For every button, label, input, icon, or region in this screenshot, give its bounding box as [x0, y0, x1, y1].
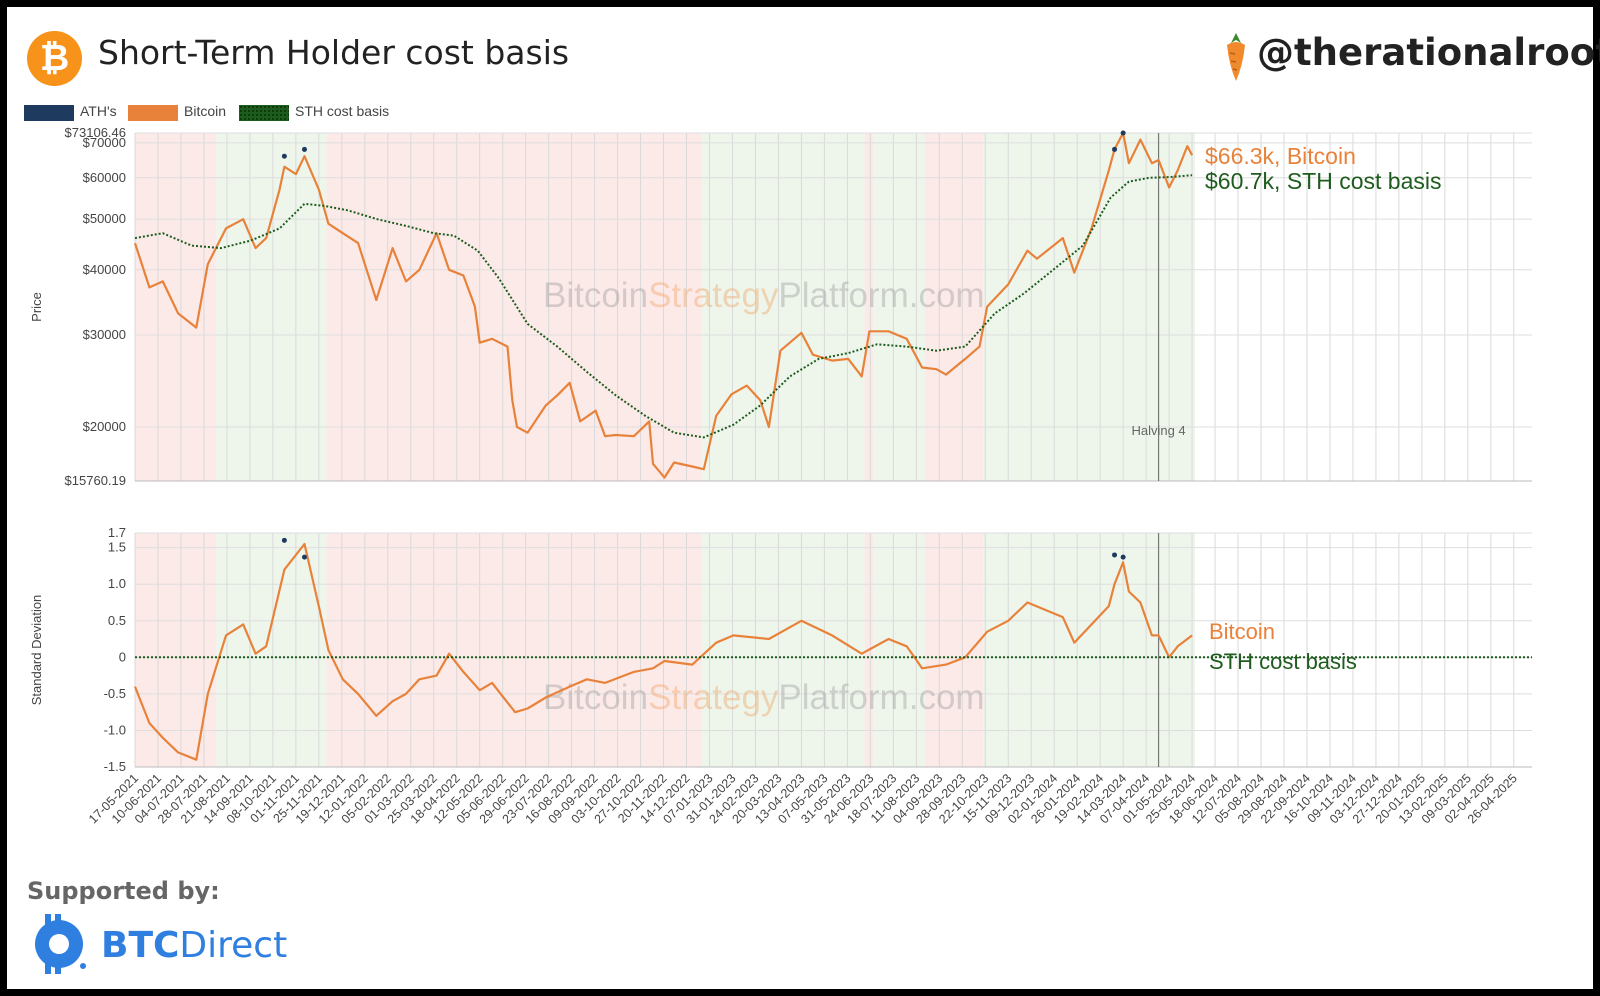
legend-label-bitcoin[interactable]: Bitcoin [184, 103, 227, 119]
watermark-part: Bitcoin [543, 678, 648, 717]
y-tick-label: $60000 [83, 170, 126, 185]
y-tick-label: -1.0 [104, 722, 126, 737]
page-title: Short-Term Holder cost basis [98, 33, 570, 72]
watermark-part: Bitcoin [543, 276, 648, 315]
y-tick-label: 0 [119, 649, 126, 664]
background-band [216, 133, 327, 481]
background-band [326, 533, 702, 767]
y-tick-label: -0.5 [104, 686, 126, 701]
series-annotation: STH cost basis [1209, 649, 1357, 674]
series-annotation: Bitcoin [1209, 619, 1275, 644]
watermark-part: Platform.com [778, 678, 984, 717]
background-band [983, 533, 1195, 767]
ath-point [1112, 552, 1118, 558]
background-band [924, 533, 984, 767]
y-tick-label: 1.0 [108, 576, 126, 591]
y-axis-label: Price [29, 292, 44, 322]
y-tick-label: $30000 [83, 327, 126, 342]
ath-point [281, 537, 287, 543]
series-line-bitcoin [133, 131, 1194, 479]
y-tick-label: $15760.19 [65, 473, 126, 488]
y-tick-label: 0.5 [108, 613, 126, 628]
ath-point [301, 146, 307, 152]
ath-point [301, 554, 307, 560]
y-tick-label: $20000 [83, 419, 126, 434]
ath-point [1120, 554, 1126, 560]
series-line-sth [134, 174, 1193, 439]
y-tick-label: -1.5 [104, 759, 126, 774]
watermark-text: BitcoinStrategyPlatform.com [543, 276, 985, 315]
series-line-bitcoin [133, 542, 1193, 761]
watermark-text: BitcoinStrategyPlatform.com [543, 678, 985, 717]
chart-frame: ₿ Short-Term Holder cost basis @theratio… [7, 7, 1600, 989]
ath-point [1112, 146, 1118, 152]
price-panel: $15760.19 $20000 $30000 $40000 $50000 $60000 $… [29, 125, 1532, 488]
bitcoin-logo-icon: ₿ [27, 31, 82, 86]
background-band [924, 133, 984, 481]
y-tick-label: $40000 [83, 262, 126, 277]
y-tick-label: $70000 [83, 135, 126, 150]
background-band [701, 533, 865, 767]
background-band [873, 533, 925, 767]
background-band [701, 133, 865, 481]
background-band [864, 133, 874, 481]
ath-point [1120, 130, 1126, 136]
y-tick-label: 1.7 [108, 525, 126, 540]
watermark-part: Strategy [648, 276, 779, 315]
halving-label: Halving 4 [1131, 423, 1185, 438]
brand-rest: Direct [179, 925, 288, 966]
background-band [326, 133, 702, 481]
watermark-part: Strategy [648, 678, 779, 717]
legend-label-sth[interactable]: STH cost basis [295, 103, 390, 119]
stddev-panel: -1.5 -1.0 -0.5 0 0.5 1.0 1.51.7 Standard Deviat… [29, 525, 1532, 774]
author-handle: @therationalroot [1257, 31, 1600, 74]
brand-bold: BTC [101, 925, 180, 966]
y-tick-label: 1.5 [108, 540, 126, 555]
series-annotation: $60.7k, STH cost basis [1205, 168, 1442, 194]
y-tick-label: $73106.46 [65, 125, 126, 140]
legend-label-ath[interactable]: ATH's [80, 103, 117, 119]
ath-point [281, 153, 287, 159]
legend-swatch-sth[interactable] [239, 105, 289, 121]
supported-by-label: Supported by: [27, 877, 220, 905]
y-tick-label: $50000 [83, 211, 126, 226]
background-band [216, 533, 327, 767]
carrot-icon [1227, 33, 1245, 81]
chart-svg: $15760.19 $20000 $30000 $40000 $50000 $60000 $… [29, 125, 1532, 826]
btcdirect-brand: BTCDirect [101, 925, 287, 966]
btcdirect-logo-icon [35, 914, 86, 974]
background-band [983, 133, 1195, 481]
series-annotation: $66.3k, Bitcoin [1205, 143, 1356, 169]
watermark-part: Platform.com [778, 276, 984, 315]
y-axis-label: Standard Deviation [29, 595, 44, 706]
legend-swatch-bitcoin[interactable] [128, 105, 178, 121]
legend-swatch-ath[interactable] [24, 105, 74, 121]
